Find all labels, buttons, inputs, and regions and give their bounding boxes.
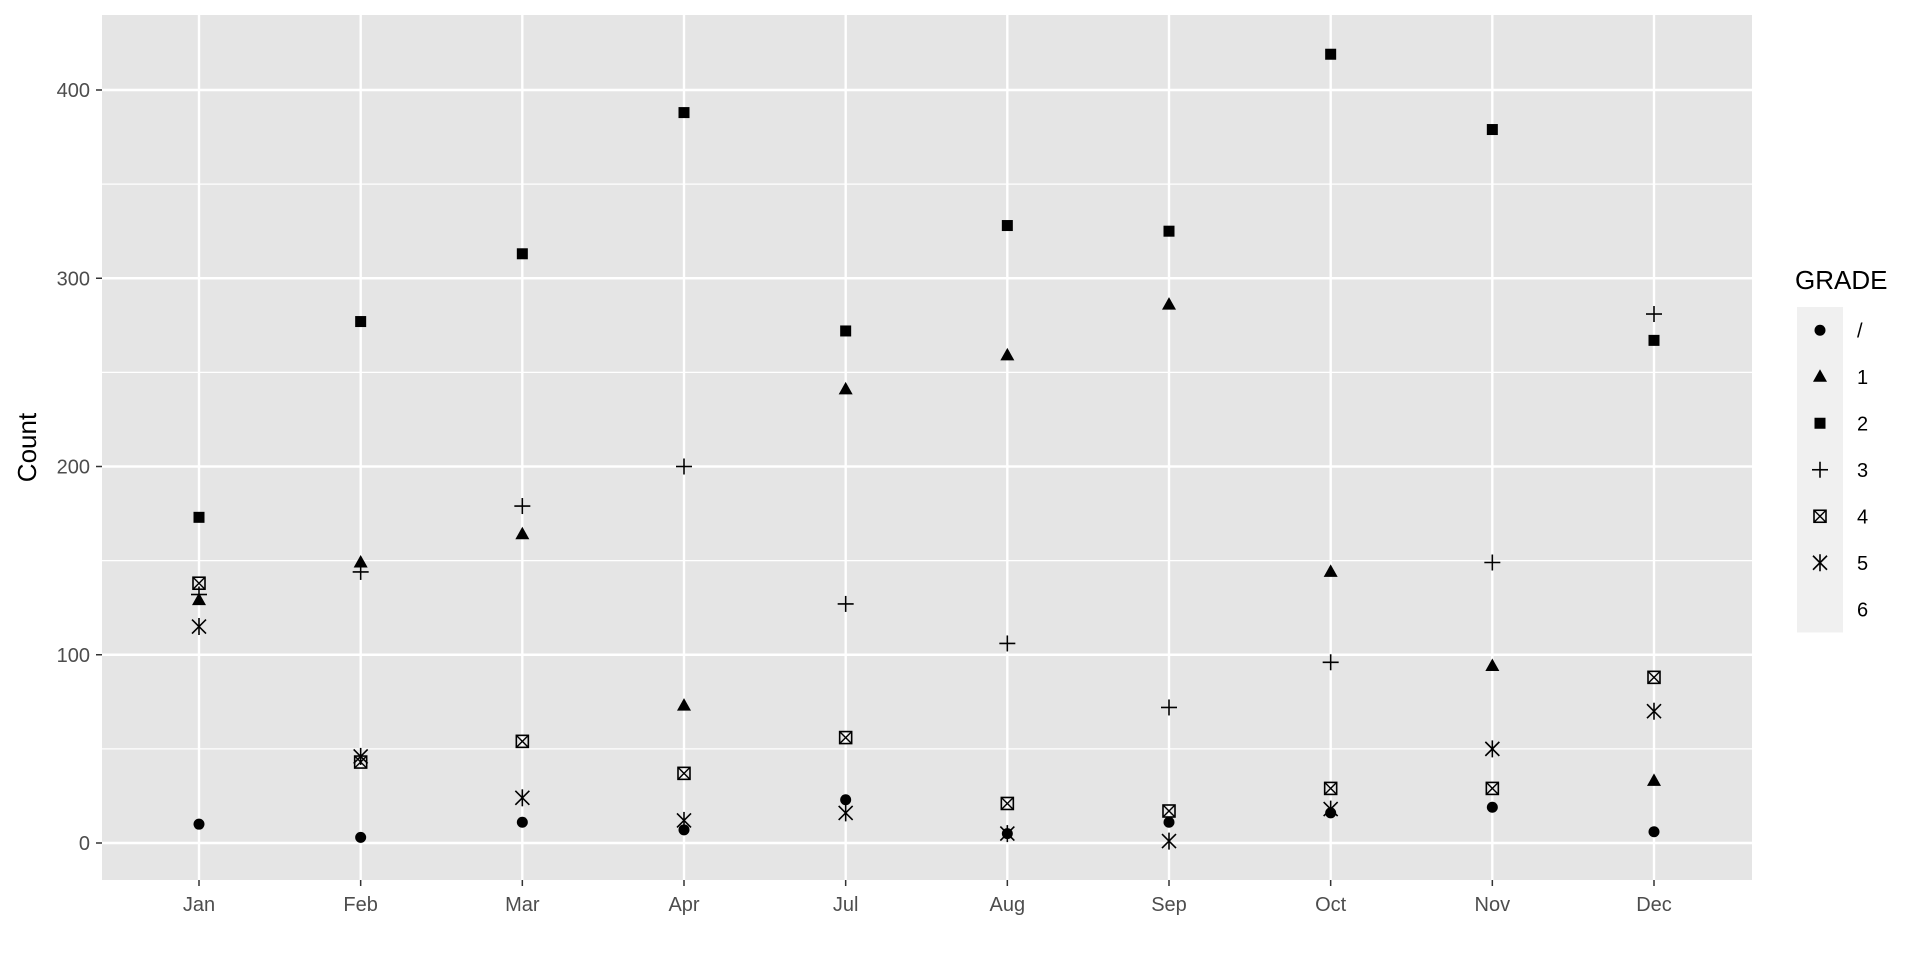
y-axis: 0 100 200 300 400 [57,80,102,855]
data-point-grade-1 [677,698,691,711]
data-point-grade-3 [1484,554,1501,571]
legend-label: / [1857,320,1863,342]
x-tick-label: Aug [990,894,1026,916]
data-point-grade-2 [1325,48,1337,60]
data-point-grade-5 [838,804,854,822]
y-tick-label: 200 [57,457,90,479]
legend: GRADE / 1 2 3 4 5 6 [1795,265,1887,633]
data-point-grade-none [1486,801,1498,813]
legend-title: GRADE [1795,265,1887,295]
data-points [191,48,1662,850]
data-point-grade-5 [1323,800,1339,818]
x-tick-label: Jan [183,894,215,916]
x-axis: Jan Feb Mar Apr Jul Aug Sep Oct Nov Dec [183,880,1672,916]
legend-key-grade-2 [1814,417,1826,429]
x-tick-label: Jul [833,894,859,916]
x-tick-label: Nov [1475,894,1511,916]
data-point-grade-4 [1485,781,1500,796]
data-point-grade-1 [1647,773,1661,786]
data-point-grade-1 [1485,658,1500,672]
legend-key-grade-3 [1812,461,1828,478]
legend-label: 5 [1857,553,1868,575]
x-tick-label: Sep [1151,894,1187,916]
data-point-grade-5 [676,811,692,829]
y-tick-label: 100 [57,645,90,667]
data-point-grade-2 [355,316,367,328]
data-point-grade-1 [838,381,853,395]
legend-label: 1 [1857,367,1868,389]
data-point-grade-3 [676,458,692,475]
legend-label: 6 [1857,599,1868,621]
data-point-grade-5 [514,789,530,807]
data-point-grade-4 [192,576,206,591]
x-tick-label: Mar [505,894,540,916]
data-point-grade-none [678,824,690,836]
data-point-grade-5 [353,747,369,765]
data-point-grade-2 [1163,225,1175,237]
data-point-grade-5 [1484,740,1500,758]
x-tick-label: Dec [1636,894,1672,916]
data-point-grade-1 [515,526,530,540]
data-point-grade-5 [999,825,1015,843]
y-tick-label: 400 [57,80,90,102]
x-tick-label: Oct [1315,894,1347,916]
data-point-grade-4 [1647,670,1661,685]
plot-panel [102,15,1752,880]
data-point-grade-4 [1323,781,1338,796]
legend-key-grade-5 [1812,554,1828,572]
legend-label: 3 [1857,460,1868,482]
data-point-grade-3 [1322,654,1339,671]
data-point-grade-none [1648,826,1660,838]
data-point-grade-1 [1323,564,1338,577]
data-point-grade-4 [1162,804,1176,818]
data-point-grade-2 [678,107,690,119]
data-point-grade-2 [840,325,852,337]
data-point-grade-5 [1646,702,1662,720]
legend-key-grade-1 [1813,369,1827,382]
data-point-grade-5 [1161,832,1177,850]
data-point-grade-4 [838,730,853,745]
data-point-grade-3 [999,635,1016,652]
gridlines [102,15,1752,880]
data-point-grade-4 [515,734,530,749]
data-point-grade-2 [1648,334,1660,346]
data-point-grade-5 [191,618,207,636]
legend-key-grade-none [1814,324,1826,336]
x-tick-label: Apr [668,894,699,916]
data-point-grade-none [516,816,528,828]
legend-label: 4 [1857,506,1868,528]
y-tick-label: 0 [79,833,90,855]
data-point-grade-2 [193,511,205,523]
data-point-grade-none [1163,816,1175,828]
data-point-grade-3 [1646,306,1662,323]
x-tick-label: Feb [343,894,377,916]
data-point-grade-3 [352,563,369,580]
data-point-grade-3 [514,498,531,515]
data-point-grade-none [840,794,852,806]
data-point-grade-4 [677,766,691,781]
data-point-grade-1 [1162,297,1176,310]
data-point-grade-none [355,831,367,843]
legend-items: / 1 2 3 4 5 6 [1812,320,1868,621]
data-point-grade-1 [1000,347,1015,361]
data-point-grade-2 [1001,220,1013,232]
y-axis-title: Count [12,412,42,482]
data-point-grade-4 [1000,796,1015,811]
data-point-grade-2 [516,248,528,260]
data-point-grade-3 [837,595,854,612]
y-tick-label: 300 [57,268,90,290]
data-point-grade-none [193,818,205,830]
data-point-grade-2 [1486,124,1498,136]
data-point-grade-1 [353,555,368,568]
legend-label: 2 [1857,413,1868,435]
data-point-grade-3 [1161,699,1177,716]
legend-key-grade-4 [1813,509,1827,524]
